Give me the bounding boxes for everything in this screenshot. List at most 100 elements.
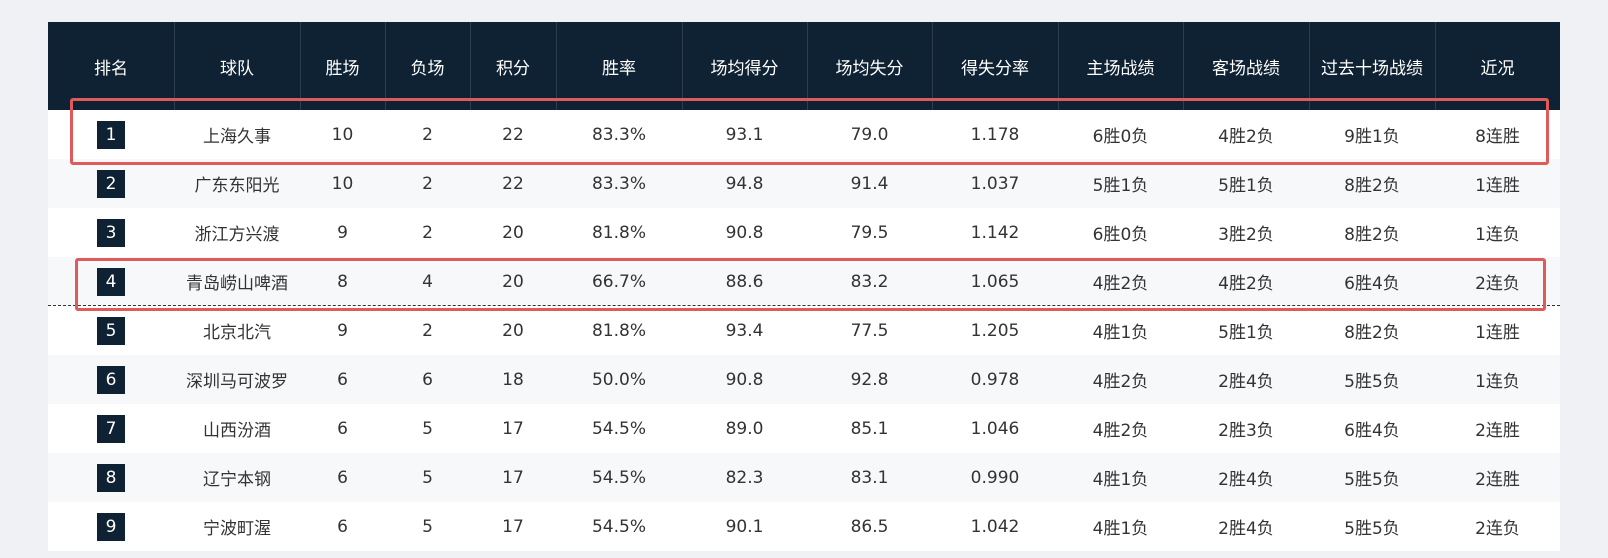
- table-row: [48, 355, 1560, 404]
- highlight-box: [70, 98, 1549, 165]
- table-cell: 83.2: [850, 271, 889, 292]
- table-cell: 20: [502, 271, 524, 292]
- rank-cell: 1: [48, 110, 174, 159]
- rank-cell: 8: [48, 453, 174, 502]
- header-cell: 主场战绩: [1086, 58, 1155, 79]
- table-cell: 22: [502, 173, 524, 194]
- table-cell: 6胜0负: [1092, 127, 1149, 147]
- table-cell: 92.8: [850, 369, 889, 390]
- table-cell: 17: [502, 516, 524, 537]
- table-cell: 17: [502, 467, 524, 488]
- table-cell: 50.0%: [591, 369, 646, 390]
- table-cell: 5: [422, 516, 433, 537]
- table-cell: 6胜4负: [1344, 274, 1400, 294]
- table-cell: 54.5%: [591, 516, 646, 537]
- table-cell: 93.4: [725, 320, 764, 341]
- table-cell: 6: [422, 369, 433, 390]
- header-separator: [932, 22, 933, 110]
- table-row: [48, 404, 1560, 453]
- table-cell: 8: [337, 271, 348, 292]
- table-cell: 浙江方兴渡: [194, 225, 280, 245]
- table-cell: 4胜2负: [1092, 274, 1149, 294]
- header-cell: 场均得分: [710, 58, 779, 79]
- table-cell: 6: [337, 418, 348, 439]
- header-separator: [807, 22, 808, 110]
- header-cell: 负场: [410, 58, 445, 79]
- table-cell: 81.8%: [591, 320, 646, 341]
- header-cell: 场均失分: [835, 58, 904, 79]
- table-cell: 宁波町渥: [203, 519, 271, 539]
- rank-badge: 4: [97, 267, 125, 296]
- table-cell: 9: [337, 222, 348, 243]
- table-cell: 5胜1负: [1092, 176, 1149, 196]
- table-cell: 8胜2负: [1344, 225, 1400, 245]
- table-cell: 10: [331, 124, 354, 145]
- table-cell: 2胜4负: [1218, 519, 1274, 539]
- rank-badge: 5: [97, 316, 125, 345]
- table-row: [48, 502, 1560, 551]
- table-cell: 5胜1负: [1218, 323, 1274, 343]
- table-row: [48, 110, 1560, 159]
- header-cell: 过去十场战绩: [1321, 58, 1423, 79]
- table-cell: 89.0: [725, 418, 764, 439]
- table-cell: 2连胜: [1475, 470, 1520, 490]
- table-cell: 91.4: [850, 173, 889, 194]
- table-cell: 2: [422, 124, 433, 145]
- table-cell: 83.1: [850, 467, 889, 488]
- table-cell: 81.8%: [591, 222, 646, 243]
- table-cell: 79.5: [850, 222, 889, 243]
- table-cell: 4: [422, 271, 433, 292]
- table-cell: 辽宁本钢: [203, 470, 271, 490]
- table-cell: 1连负: [1475, 372, 1520, 392]
- table-cell: 4胜1负: [1092, 323, 1149, 343]
- table-cell: 1.142: [970, 222, 1020, 243]
- header-separator: [1058, 22, 1059, 110]
- table-cell: 2: [422, 222, 433, 243]
- table-row: [48, 257, 1560, 306]
- table-cell: 1.042: [970, 516, 1020, 537]
- divider-line: [48, 305, 1560, 306]
- table-cell: 5胜5负: [1344, 470, 1400, 490]
- table-row: [48, 306, 1560, 355]
- table-cell: 1.046: [970, 418, 1020, 439]
- table-cell: 88.6: [725, 271, 764, 292]
- rank-badge: 9: [97, 512, 125, 541]
- header-cell: 得失分率: [961, 58, 1029, 79]
- table-cell: 6: [337, 516, 348, 537]
- table-cell: 1.065: [970, 271, 1020, 292]
- table-cell: 20: [502, 222, 524, 243]
- rank-badge: 3: [97, 218, 125, 247]
- rank-cell: 5: [48, 306, 174, 355]
- table-cell: 8胜2负: [1344, 176, 1400, 196]
- rank-cell: 9: [48, 502, 174, 551]
- header-cell: 胜场: [325, 58, 360, 79]
- table-cell: 18: [502, 369, 524, 390]
- table-cell: 1.205: [970, 320, 1020, 341]
- table-cell: 9胜1负: [1344, 127, 1400, 147]
- rank-badge: 7: [97, 414, 125, 443]
- header-separator: [682, 22, 683, 110]
- table-cell: 77.5: [850, 320, 889, 341]
- table-cell: 93.1: [725, 124, 764, 145]
- header-separator: [470, 22, 471, 110]
- table-cell: 1连胜: [1475, 323, 1520, 343]
- table-cell: 1.178: [970, 124, 1020, 145]
- table-cell: 3胜2负: [1218, 225, 1274, 245]
- table-cell: 8连胜: [1475, 127, 1520, 147]
- table-cell: 86.5: [850, 516, 889, 537]
- table-cell: 83.3%: [591, 124, 646, 145]
- table-cell: 79.0: [850, 124, 889, 145]
- rank-badge: 1: [97, 120, 125, 149]
- table-cell: 94.8: [725, 173, 764, 194]
- header-separator: [300, 22, 301, 110]
- rank-cell: 7: [48, 404, 174, 453]
- table-cell: 90.8: [725, 369, 764, 390]
- table-row: [48, 159, 1560, 208]
- table-cell: 6胜0负: [1092, 225, 1149, 245]
- table-cell: 2胜4负: [1218, 470, 1274, 490]
- table-cell: 上海久事: [203, 127, 271, 147]
- table-cell: 6: [337, 369, 348, 390]
- table-cell: 5胜5负: [1344, 519, 1400, 539]
- table-cell: 青岛崂山啤酒: [186, 274, 288, 294]
- highlight-box: [75, 258, 1546, 311]
